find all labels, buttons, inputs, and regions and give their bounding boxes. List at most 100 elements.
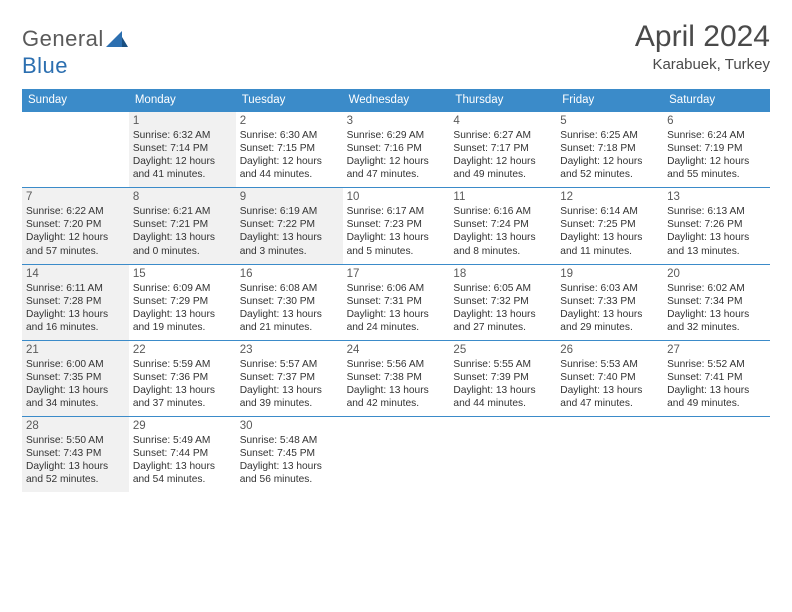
sunset-text: Sunset: 7:19 PM	[667, 142, 766, 155]
sunset-text: Sunset: 7:33 PM	[560, 295, 659, 308]
sunset-text: Sunset: 7:35 PM	[26, 371, 125, 384]
daylight-line2: and 8 minutes.	[453, 245, 552, 258]
daylight-line1: Daylight: 13 hours	[240, 308, 339, 321]
sunrise-text: Sunrise: 6:22 AM	[26, 205, 125, 218]
calendar-cell: 9Sunrise: 6:19 AMSunset: 7:22 PMDaylight…	[236, 187, 343, 263]
sunset-text: Sunset: 7:20 PM	[26, 218, 125, 231]
daylight-line2: and 44 minutes.	[240, 168, 339, 181]
daylight-line2: and 32 minutes.	[667, 321, 766, 334]
calendar-cell: 15Sunrise: 6:09 AMSunset: 7:29 PMDayligh…	[129, 264, 236, 340]
sunset-text: Sunset: 7:21 PM	[133, 218, 232, 231]
sunset-text: Sunset: 7:45 PM	[240, 447, 339, 460]
day-header: Wednesday	[343, 89, 450, 111]
day-number: 28	[26, 420, 125, 432]
daylight-line2: and 3 minutes.	[240, 245, 339, 258]
day-number: 7	[26, 191, 125, 203]
sunset-text: Sunset: 7:29 PM	[133, 295, 232, 308]
calendar-cell: 2Sunrise: 6:30 AMSunset: 7:15 PMDaylight…	[236, 111, 343, 187]
sunrise-text: Sunrise: 6:29 AM	[347, 129, 446, 142]
daylight-line1: Daylight: 13 hours	[133, 231, 232, 244]
calendar-cell: 26Sunrise: 5:53 AMSunset: 7:40 PMDayligh…	[556, 340, 663, 416]
sunset-text: Sunset: 7:17 PM	[453, 142, 552, 155]
calendar-cell	[449, 416, 556, 492]
daylight-line2: and 49 minutes.	[453, 168, 552, 181]
day-number: 11	[453, 191, 552, 203]
sunrise-text: Sunrise: 6:11 AM	[26, 282, 125, 295]
calendar-cell	[663, 416, 770, 492]
daylight-line1: Daylight: 12 hours	[26, 231, 125, 244]
sunrise-text: Sunrise: 6:14 AM	[560, 205, 659, 218]
day-number: 21	[26, 344, 125, 356]
sunrise-text: Sunrise: 6:06 AM	[347, 282, 446, 295]
calendar-cell: 6Sunrise: 6:24 AMSunset: 7:19 PMDaylight…	[663, 111, 770, 187]
calendar-cell	[343, 416, 450, 492]
sunrise-text: Sunrise: 5:52 AM	[667, 358, 766, 371]
calendar-cell: 30Sunrise: 5:48 AMSunset: 7:45 PMDayligh…	[236, 416, 343, 492]
daylight-line1: Daylight: 12 hours	[133, 155, 232, 168]
calendar-cell: 16Sunrise: 6:08 AMSunset: 7:30 PMDayligh…	[236, 264, 343, 340]
daylight-line2: and 29 minutes.	[560, 321, 659, 334]
calendar-cell: 3Sunrise: 6:29 AMSunset: 7:16 PMDaylight…	[343, 111, 450, 187]
calendar-cell: 23Sunrise: 5:57 AMSunset: 7:37 PMDayligh…	[236, 340, 343, 416]
day-number: 13	[667, 191, 766, 203]
daylight-line2: and 0 minutes.	[133, 245, 232, 258]
calendar-cell: 7 Sunrise: 6:22 AMSunset: 7:20 PMDaylight…	[22, 187, 129, 263]
day-number: 30	[240, 420, 339, 432]
daylight-line2: and 54 minutes.	[133, 473, 232, 486]
daylight-line2: and 47 minutes.	[560, 397, 659, 410]
day-number: 5	[560, 115, 659, 127]
daylight-line2: and 13 minutes.	[667, 245, 766, 258]
day-number: 8	[133, 191, 232, 203]
sunset-text: Sunset: 7:15 PM	[240, 142, 339, 155]
sunset-text: Sunset: 7:23 PM	[347, 218, 446, 231]
sunset-text: Sunset: 7:22 PM	[240, 218, 339, 231]
day-number: 29	[133, 420, 232, 432]
day-header: Friday	[556, 89, 663, 111]
brand-part1: General	[22, 26, 104, 51]
daylight-line1: Daylight: 13 hours	[347, 231, 446, 244]
day-number: 23	[240, 344, 339, 356]
brand-part2: Blue	[22, 53, 68, 78]
sunrise-text: Sunrise: 5:49 AM	[133, 434, 232, 447]
sunrise-text: Sunrise: 6:02 AM	[667, 282, 766, 295]
day-number: 3	[347, 115, 446, 127]
daylight-line2: and 16 minutes.	[26, 321, 125, 334]
sunrise-text: Sunrise: 6:13 AM	[667, 205, 766, 218]
sunset-text: Sunset: 7:39 PM	[453, 371, 552, 384]
title-block: April 2024 Karabuek, Turkey	[635, 20, 770, 73]
day-header: Saturday	[663, 89, 770, 111]
sunset-text: Sunset: 7:36 PM	[133, 371, 232, 384]
daylight-line2: and 41 minutes.	[133, 168, 232, 181]
calendar-cell: 11Sunrise: 6:16 AMSunset: 7:24 PMDayligh…	[449, 187, 556, 263]
sunset-text: Sunset: 7:26 PM	[667, 218, 766, 231]
sunrise-text: Sunrise: 5:53 AM	[560, 358, 659, 371]
calendar-cell: 24Sunrise: 5:56 AMSunset: 7:38 PMDayligh…	[343, 340, 450, 416]
calendar-cell: 5Sunrise: 6:25 AMSunset: 7:18 PMDaylight…	[556, 111, 663, 187]
daylight-line2: and 52 minutes.	[560, 168, 659, 181]
calendar-cell: 10Sunrise: 6:17 AMSunset: 7:23 PMDayligh…	[343, 187, 450, 263]
daylight-line2: and 24 minutes.	[347, 321, 446, 334]
day-number: 17	[347, 268, 446, 280]
daylight-line1: Daylight: 13 hours	[453, 384, 552, 397]
sunset-text: Sunset: 7:44 PM	[133, 447, 232, 460]
daylight-line1: Daylight: 13 hours	[240, 231, 339, 244]
sunrise-text: Sunrise: 5:57 AM	[240, 358, 339, 371]
daylight-line1: Daylight: 13 hours	[347, 308, 446, 321]
daylight-line2: and 44 minutes.	[453, 397, 552, 410]
daylight-line1: Daylight: 12 hours	[560, 155, 659, 168]
daylight-line1: Daylight: 13 hours	[560, 384, 659, 397]
daylight-line1: Daylight: 12 hours	[453, 155, 552, 168]
day-number: 9	[240, 191, 339, 203]
calendar-cell: 25Sunrise: 5:55 AMSunset: 7:39 PMDayligh…	[449, 340, 556, 416]
calendar-cell: 20Sunrise: 6:02 AMSunset: 7:34 PMDayligh…	[663, 264, 770, 340]
brand-logo: GeneralBlue	[22, 26, 128, 79]
daylight-line1: Daylight: 13 hours	[453, 231, 552, 244]
day-number: 22	[133, 344, 232, 356]
daylight-line1: Daylight: 13 hours	[667, 384, 766, 397]
daylight-line2: and 55 minutes.	[667, 168, 766, 181]
day-number: 2	[240, 115, 339, 127]
sunset-text: Sunset: 7:28 PM	[26, 295, 125, 308]
day-number: 25	[453, 344, 552, 356]
sunrise-text: Sunrise: 5:56 AM	[347, 358, 446, 371]
sunrise-text: Sunrise: 6:27 AM	[453, 129, 552, 142]
